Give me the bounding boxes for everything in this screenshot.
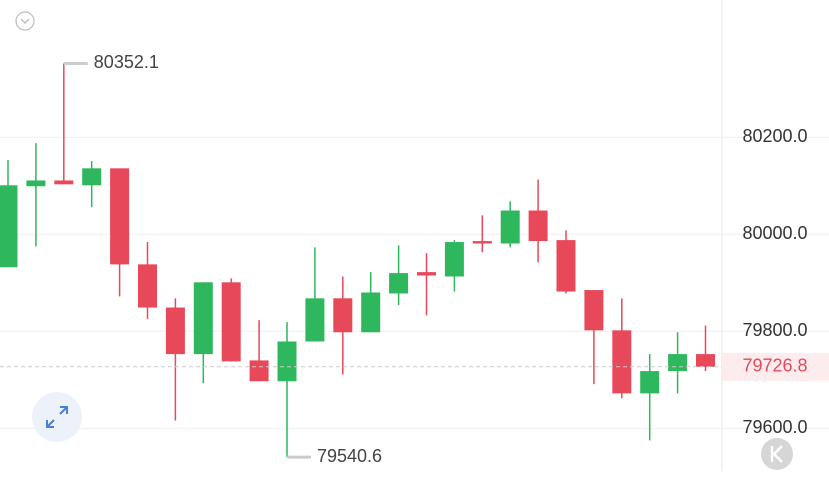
y-tick-label: 80000.0 <box>742 223 807 243</box>
candle-body <box>528 210 548 242</box>
candle-body <box>54 180 74 185</box>
candle-body <box>500 210 520 244</box>
candle-body <box>556 240 576 292</box>
candle-body <box>584 290 604 331</box>
expand-button[interactable] <box>32 392 82 442</box>
candle-body <box>472 241 492 244</box>
collapse-button[interactable] <box>15 11 35 31</box>
max-label: 80352.1 <box>94 52 159 72</box>
candle-body <box>417 272 436 276</box>
candle-body <box>249 360 269 382</box>
y-tick-label: 80200.0 <box>742 126 807 146</box>
last-price-badge <box>722 352 829 381</box>
candle-body <box>193 282 213 355</box>
candle-body <box>82 168 102 186</box>
candle-body <box>165 307 185 355</box>
candle-body <box>612 330 632 394</box>
y-tick-label: 79800.0 <box>742 320 807 340</box>
candle-body <box>0 185 18 268</box>
candle-body <box>305 298 325 342</box>
candle-body <box>221 282 241 362</box>
candle-body <box>389 273 409 294</box>
plot: 79600.0 79800.0 80000.0 80200.0 80352.1 79540… <box>0 52 829 466</box>
candle-body <box>640 371 660 394</box>
last-price-label: 79726.8 <box>742 356 807 376</box>
candle-body <box>138 264 157 308</box>
candle-body <box>333 298 353 333</box>
min-label: 79540.6 <box>317 446 382 466</box>
scroll-to-latest-button[interactable] <box>761 438 793 470</box>
candle-body <box>444 242 464 277</box>
candle-body <box>361 292 381 333</box>
candle-body <box>110 168 130 265</box>
candle-body <box>277 341 297 382</box>
candle-body <box>668 354 688 372</box>
y-tick-label: 79600.0 <box>742 417 807 437</box>
candle-body <box>696 354 715 367</box>
candle-body <box>26 180 46 187</box>
